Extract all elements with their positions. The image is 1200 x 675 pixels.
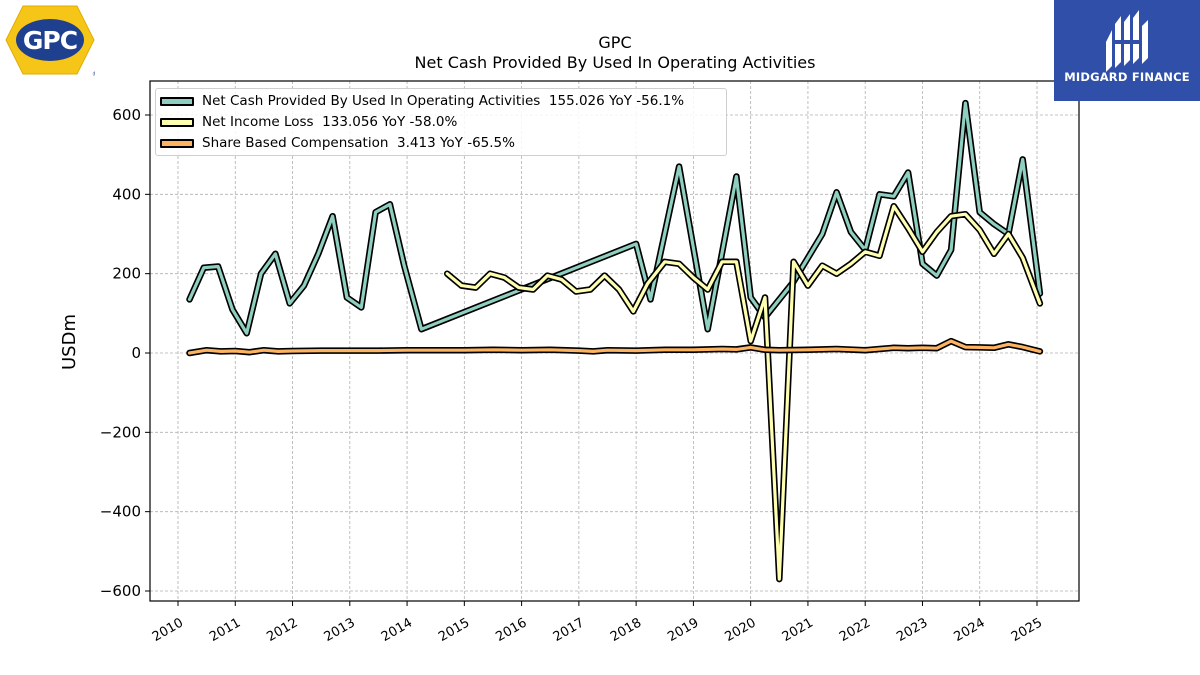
y-tick-label: 0 — [131, 344, 141, 362]
x-tick-label: 2015 — [436, 615, 472, 645]
y-tick-label: −200 — [100, 423, 141, 441]
legend-item-net-income: Net Income Loss 133.056 YoY -58.0% — [160, 113, 457, 131]
chart-subtitle: Net Cash Provided By Used In Operating A… — [415, 53, 816, 72]
gpc-logo: GPC ® — [5, 5, 95, 78]
svg-text:®: ® — [92, 71, 95, 78]
gpc-logo-text: GPC — [23, 26, 77, 55]
y-tick-label: 600 — [112, 106, 141, 124]
series-share-comp-line — [187, 339, 1042, 355]
x-tick-label: 2020 — [723, 615, 759, 645]
x-tick-label: 2022 — [837, 615, 873, 645]
x-tick-label: 2019 — [665, 615, 701, 645]
x-tick-label: 2023 — [894, 615, 930, 645]
plot-frame — [149, 80, 1080, 602]
x-tick-label: 2011 — [207, 615, 243, 645]
legend-item-net-cash: Net Cash Provided By Used In Operating A… — [160, 92, 684, 110]
chart-legend: Net Cash Provided By Used In Operating A… — [155, 88, 727, 156]
midgard-finance-logo: MIDGARD FINANCE — [1054, 0, 1200, 101]
y-axis-label: USDm — [59, 314, 80, 370]
legend-item-share-comp: Share Based Compensation 3.413 YoY -65.5… — [160, 134, 515, 152]
legend-swatch-net-cash — [160, 96, 194, 106]
x-tick-label: 2025 — [1009, 615, 1045, 645]
x-tick-label: 2021 — [780, 615, 816, 645]
x-tick-label: 2012 — [264, 615, 300, 645]
x-tick-label: 2018 — [608, 615, 644, 645]
y-tick-label: 400 — [112, 185, 141, 203]
x-tick-label: 2017 — [551, 615, 587, 645]
x-tick-label: 2013 — [322, 615, 358, 645]
legend-label-share-comp: Share Based Compensation 3.413 YoY -65.5… — [202, 135, 515, 151]
x-tick-label: 2010 — [150, 615, 186, 645]
legend-label-net-income: Net Income Loss 133.056 YoY -58.0% — [202, 114, 458, 130]
series-net-income-line — [445, 204, 1042, 581]
y-tick-label: −400 — [100, 503, 141, 521]
chart-title: GPC — [598, 33, 631, 52]
x-tick-label: 2014 — [379, 615, 415, 645]
x-tick-label: 2024 — [952, 615, 988, 645]
legend-label-net-cash: Net Cash Provided By Used In Operating A… — [202, 93, 685, 109]
series-net-cash-line — [187, 101, 1042, 335]
series-lines — [186, 99, 1044, 583]
y-tick-label: 200 — [112, 265, 141, 283]
x-tick-label: 2016 — [493, 615, 529, 645]
legend-swatch-net-income — [160, 117, 194, 127]
y-tick-label: −600 — [100, 582, 141, 600]
midgard-emblem-icon — [1106, 10, 1148, 72]
legend-swatch-share-comp — [160, 138, 194, 148]
midgard-finance-text: MIDGARD FINANCE — [1064, 70, 1190, 84]
grid — [150, 81, 1079, 601]
